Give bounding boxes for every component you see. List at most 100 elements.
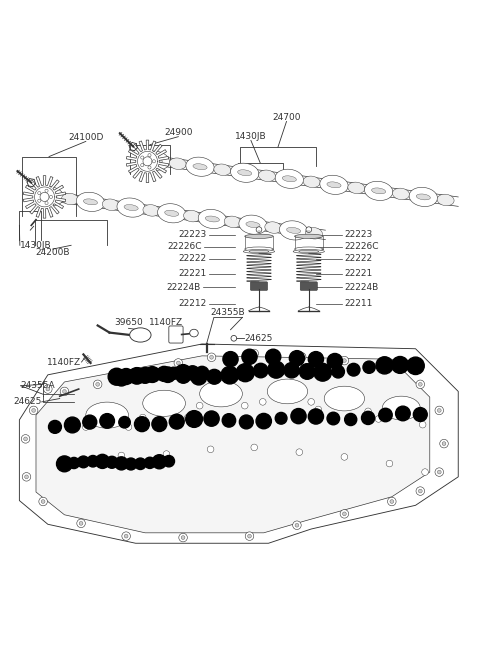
Circle shape: [207, 369, 222, 384]
Circle shape: [340, 357, 348, 365]
Polygon shape: [320, 175, 348, 195]
Polygon shape: [183, 210, 201, 222]
Circle shape: [78, 457, 84, 464]
Text: 22211: 22211: [344, 299, 373, 308]
Text: 24355B: 24355B: [211, 308, 245, 317]
Circle shape: [48, 420, 61, 434]
Polygon shape: [214, 164, 231, 175]
Circle shape: [251, 444, 258, 451]
Circle shape: [236, 364, 254, 382]
Text: 1140FZ: 1140FZ: [149, 318, 183, 327]
FancyBboxPatch shape: [169, 326, 183, 343]
Text: 22221: 22221: [179, 269, 207, 278]
Polygon shape: [61, 193, 79, 205]
Circle shape: [221, 367, 239, 384]
Circle shape: [87, 456, 99, 467]
Circle shape: [77, 519, 85, 528]
Circle shape: [129, 367, 145, 384]
Circle shape: [260, 399, 266, 405]
Circle shape: [407, 357, 424, 375]
Ellipse shape: [246, 221, 260, 227]
Polygon shape: [19, 344, 458, 543]
Polygon shape: [224, 216, 241, 227]
Polygon shape: [279, 221, 308, 240]
Circle shape: [210, 355, 214, 359]
Ellipse shape: [287, 227, 300, 233]
Polygon shape: [239, 215, 267, 234]
Circle shape: [125, 423, 132, 430]
Polygon shape: [169, 158, 186, 169]
Circle shape: [265, 349, 281, 365]
Circle shape: [68, 458, 80, 468]
Circle shape: [365, 408, 372, 415]
Circle shape: [129, 369, 143, 383]
Circle shape: [38, 191, 41, 195]
Circle shape: [134, 458, 146, 470]
Circle shape: [191, 369, 207, 385]
Ellipse shape: [130, 328, 151, 342]
Circle shape: [240, 415, 253, 429]
Text: 24900: 24900: [164, 128, 192, 137]
Text: 24100D: 24100D: [68, 133, 104, 142]
Polygon shape: [305, 227, 323, 239]
Polygon shape: [36, 187, 64, 206]
Circle shape: [141, 156, 144, 159]
Circle shape: [289, 351, 304, 366]
Circle shape: [29, 406, 38, 415]
Circle shape: [174, 359, 182, 367]
Circle shape: [420, 421, 426, 428]
Circle shape: [308, 399, 314, 405]
Circle shape: [115, 457, 128, 470]
Circle shape: [300, 355, 303, 359]
Circle shape: [96, 383, 99, 386]
Circle shape: [204, 411, 219, 426]
Circle shape: [396, 406, 410, 421]
Circle shape: [293, 521, 301, 529]
Text: 22224B: 22224B: [167, 282, 201, 292]
Text: 24625: 24625: [13, 397, 42, 406]
Text: 39650: 39650: [114, 318, 143, 327]
Polygon shape: [437, 194, 454, 205]
Circle shape: [416, 487, 424, 495]
FancyBboxPatch shape: [251, 282, 267, 290]
Circle shape: [38, 199, 41, 202]
Circle shape: [268, 361, 285, 378]
Circle shape: [118, 452, 125, 459]
Ellipse shape: [143, 390, 185, 416]
Circle shape: [108, 368, 125, 385]
Text: 24200B: 24200B: [36, 248, 70, 258]
Circle shape: [156, 367, 172, 381]
Circle shape: [79, 521, 83, 525]
Circle shape: [347, 363, 360, 376]
Circle shape: [275, 412, 287, 424]
Circle shape: [291, 409, 306, 423]
Circle shape: [250, 349, 259, 358]
Circle shape: [387, 497, 396, 506]
Circle shape: [379, 408, 392, 421]
Circle shape: [376, 357, 393, 374]
Circle shape: [124, 535, 128, 538]
Circle shape: [62, 389, 66, 393]
Circle shape: [223, 352, 238, 367]
Ellipse shape: [148, 158, 162, 164]
Circle shape: [222, 413, 236, 427]
Circle shape: [169, 414, 184, 429]
Circle shape: [83, 415, 97, 429]
Ellipse shape: [282, 176, 296, 182]
Circle shape: [306, 227, 312, 233]
Circle shape: [315, 406, 322, 413]
Circle shape: [186, 411, 203, 427]
Circle shape: [437, 470, 441, 474]
Circle shape: [118, 369, 134, 385]
Ellipse shape: [299, 250, 319, 253]
Ellipse shape: [383, 396, 420, 420]
Circle shape: [413, 407, 427, 421]
Circle shape: [177, 361, 180, 365]
Circle shape: [342, 512, 346, 516]
Circle shape: [435, 406, 444, 415]
Circle shape: [231, 335, 237, 341]
Text: 22226C: 22226C: [168, 242, 202, 252]
Polygon shape: [259, 170, 276, 181]
Circle shape: [60, 387, 69, 395]
Circle shape: [392, 357, 408, 373]
